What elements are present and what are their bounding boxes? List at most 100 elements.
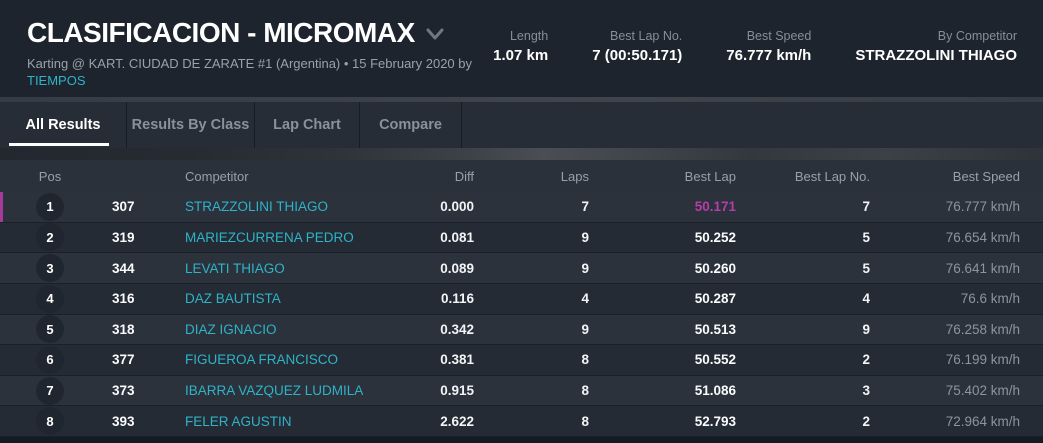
tab-lap-chart[interactable]: Lap Chart bbox=[255, 102, 360, 148]
best-lap-value: 50.252 bbox=[694, 229, 736, 245]
bottom-strip bbox=[0, 437, 1043, 443]
position-badge: 6 bbox=[36, 345, 64, 374]
column-header-laps: Laps bbox=[560, 168, 589, 184]
position-number: 3 bbox=[46, 260, 54, 276]
kart-number: 316 bbox=[112, 291, 135, 307]
kart-number: 344 bbox=[112, 260, 135, 276]
session-stats: Length 1.07 km Best Lap No. 7 (00:50.171… bbox=[493, 0, 1043, 97]
table-row[interactable]: 8 393 FELER AGUSTIN 2.622 8 52.793 2 72.… bbox=[0, 406, 1043, 437]
best-lap-no-value: 3 bbox=[862, 383, 870, 399]
stat-best-lap-no: Best Lap No. 7 (00:50.171) bbox=[592, 29, 682, 64]
best-lap-value: 52.793 bbox=[694, 413, 736, 429]
tab-bar-filler bbox=[462, 102, 1043, 148]
diff-value: 0.915 bbox=[440, 383, 474, 399]
diff-value: 0.081 bbox=[440, 229, 474, 245]
stat-length-label: Length bbox=[509, 29, 549, 43]
position-badge: 1 bbox=[36, 192, 64, 221]
position-badge: 4 bbox=[36, 284, 64, 313]
best-lap-no-value: 2 bbox=[862, 413, 870, 429]
diff-value: 0.342 bbox=[440, 321, 474, 337]
position-badge: 7 bbox=[36, 376, 64, 405]
position-number: 7 bbox=[46, 383, 54, 399]
kart-number: 307 bbox=[112, 199, 135, 215]
stat-best-lap-no-label: Best Lap No. bbox=[610, 29, 683, 43]
laps-value: 8 bbox=[581, 352, 589, 368]
tab-results-by-class-label: Results By Class bbox=[131, 117, 250, 133]
table-row[interactable]: 5 318 DIAZ IGNACIO 0.342 9 50.513 9 76.2… bbox=[0, 314, 1043, 346]
tiempos-link[interactable]: TIEMPOS bbox=[27, 73, 86, 88]
best-speed-value: 76.6 km/h bbox=[960, 291, 1020, 307]
position-badge: 3 bbox=[36, 254, 64, 283]
best-lap-no-value: 9 bbox=[862, 321, 870, 337]
column-header-best-lap: Best Lap bbox=[684, 168, 736, 184]
laps-value: 8 bbox=[581, 383, 589, 399]
competitor-link[interactable]: DAZ BAUTISTA bbox=[185, 291, 281, 307]
title-dropdown-button[interactable] bbox=[425, 27, 445, 46]
tab-results-by-class[interactable]: Results By Class bbox=[127, 102, 255, 148]
table-row[interactable]: 4 316 DAZ BAUTISTA 0.116 4 50.287 4 76.6… bbox=[0, 283, 1043, 315]
competitor-link[interactable]: IBARRA VAZQUEZ LUDMILA bbox=[185, 383, 364, 399]
laps-value: 9 bbox=[581, 229, 589, 245]
tab-compare[interactable]: Compare bbox=[360, 102, 462, 148]
table-row[interactable]: 1 307 STRAZZOLINI THIAGO 0.000 7 50.171 … bbox=[0, 192, 1043, 223]
tab-compare-label: Compare bbox=[379, 117, 442, 133]
best-lap-no-value: 2 bbox=[862, 352, 870, 368]
best-lap-no-value: 5 bbox=[862, 260, 870, 276]
column-header-diff: Diff bbox=[454, 168, 474, 184]
background-photo-strip bbox=[0, 148, 1043, 160]
stat-best-speed-value: 76.777 km/h bbox=[726, 47, 812, 64]
kart-number: 318 bbox=[112, 321, 135, 337]
competitor-link[interactable]: STRAZZOLINI THIAGO bbox=[185, 199, 329, 215]
table-row[interactable]: 6 377 FIGUEROA FRANCISCO 0.381 8 50.552 … bbox=[0, 345, 1043, 376]
position-number: 5 bbox=[46, 321, 54, 337]
competitor-link[interactable]: DIAZ IGNACIO bbox=[185, 321, 277, 337]
position-number: 2 bbox=[46, 229, 54, 245]
diff-value: 0.000 bbox=[440, 199, 474, 215]
column-header-pos: Pos bbox=[38, 168, 62, 184]
tab-all-results[interactable]: All Results bbox=[0, 102, 127, 148]
laps-value: 9 bbox=[581, 321, 589, 337]
table-header: Pos Competitor Diff Laps Best Lap Best L… bbox=[0, 160, 1043, 192]
competitor-link[interactable]: FELER AGUSTIN bbox=[185, 413, 292, 429]
position-number: 4 bbox=[46, 291, 54, 307]
laps-value: 9 bbox=[581, 260, 589, 276]
event-subtitle: Karting @ KART. CIUDAD DE ZARATE #1 (Arg… bbox=[27, 56, 472, 89]
competitor-link[interactable]: FIGUEROA FRANCISCO bbox=[185, 352, 339, 368]
best-lap-value: 50.513 bbox=[694, 321, 736, 337]
event-title-block: CLASIFICACION - MICROMAX Karting @ KART.… bbox=[0, 0, 472, 97]
column-header-competitor: Competitor bbox=[185, 168, 249, 184]
stat-best-speed: Best Speed 76.777 km/h bbox=[726, 29, 811, 64]
table-row[interactable]: 2 319 MARIEZCURRENA PEDRO 0.081 9 50.252… bbox=[0, 222, 1043, 254]
competitor-link[interactable]: MARIEZCURRENA PEDRO bbox=[185, 229, 354, 245]
chevron-down-icon bbox=[425, 27, 445, 46]
best-lap-no-value: 7 bbox=[862, 199, 870, 215]
position-badge: 2 bbox=[36, 223, 64, 252]
best-lap-value: 50.552 bbox=[694, 352, 736, 368]
results-table-body: 1 307 STRAZZOLINI THIAGO 0.000 7 50.171 … bbox=[0, 192, 1043, 437]
tab-lap-chart-label: Lap Chart bbox=[273, 117, 341, 133]
table-row[interactable]: 3 344 LEVATI THIAGO 0.089 9 50.260 5 76.… bbox=[0, 253, 1043, 284]
column-header-best-lap-no: Best Lap No. bbox=[794, 168, 870, 184]
best-lap-no-value: 5 bbox=[862, 229, 870, 245]
event-subtitle-text: Karting @ KART. CIUDAD DE ZARATE #1 (Arg… bbox=[27, 56, 472, 71]
stat-length: Length 1.07 km bbox=[493, 29, 548, 64]
best-speed-value: 76.777 km/h bbox=[945, 199, 1020, 215]
kart-number: 319 bbox=[112, 229, 135, 245]
stat-by-competitor-label: By Competitor bbox=[937, 29, 1017, 43]
competitor-link[interactable]: LEVATI THIAGO bbox=[185, 260, 285, 276]
diff-value: 2.622 bbox=[440, 413, 474, 429]
best-lap-no-value: 4 bbox=[862, 291, 870, 307]
kart-number: 377 bbox=[112, 352, 135, 368]
event-header: CLASIFICACION - MICROMAX Karting @ KART.… bbox=[0, 0, 1043, 97]
position-badge: 5 bbox=[36, 315, 64, 344]
best-speed-value: 76.258 km/h bbox=[945, 321, 1020, 337]
table-row[interactable]: 7 373 IBARRA VAZQUEZ LUDMILA 0.915 8 51.… bbox=[0, 375, 1043, 407]
page-title: CLASIFICACION - MICROMAX bbox=[27, 17, 415, 48]
diff-value: 0.381 bbox=[440, 352, 474, 368]
stat-by-competitor-value: STRAZZOLINI THIAGO bbox=[855, 47, 1017, 64]
best-speed-value: 75.402 km/h bbox=[945, 383, 1020, 399]
stat-by-competitor: By Competitor STRAZZOLINI THIAGO bbox=[855, 29, 1017, 64]
laps-value: 7 bbox=[581, 199, 589, 215]
tab-all-results-label: All Results bbox=[25, 117, 101, 133]
best-lap-value: 51.086 bbox=[694, 383, 736, 399]
